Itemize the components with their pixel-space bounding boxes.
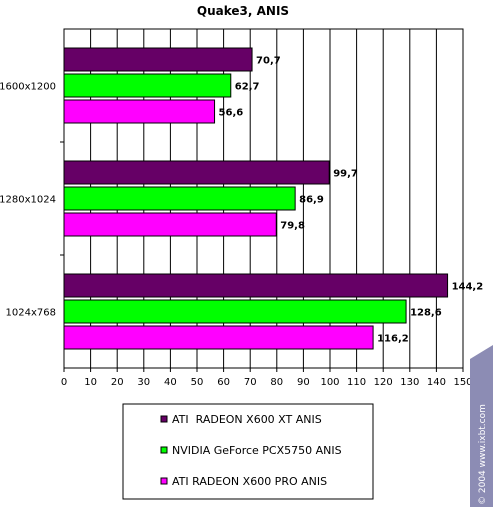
bar bbox=[63, 212, 277, 237]
legend-swatch bbox=[160, 477, 168, 485]
x-tick-label: 40 bbox=[164, 377, 177, 388]
legend-label: ATI RADEON X600 PRO ANIS bbox=[172, 475, 327, 488]
data-label: 144,2 bbox=[452, 282, 484, 293]
x-tick-label: 130 bbox=[400, 377, 419, 388]
category-label: 1600x1200 bbox=[0, 82, 56, 93]
data-label: 56,6 bbox=[219, 108, 244, 119]
x-tick-label: 80 bbox=[270, 377, 283, 388]
category-label: 1024x768 bbox=[6, 308, 56, 319]
data-label: 128,6 bbox=[410, 308, 442, 319]
data-label: 62,7 bbox=[235, 82, 260, 93]
bars: 70,7 62,7 56,6 99,7 86,9 79,8 144,2 128,6 116,2 bbox=[63, 47, 484, 350]
y-axis: 1600x1200 1280x1024 1024x768 bbox=[0, 82, 64, 319]
x-tick-label: 120 bbox=[374, 377, 393, 388]
legend-swatch bbox=[160, 446, 168, 454]
x-tick-label: 70 bbox=[244, 377, 257, 388]
x-tick-label: 20 bbox=[111, 377, 124, 388]
bar bbox=[63, 73, 232, 98]
data-label: 99,7 bbox=[333, 169, 358, 180]
bar bbox=[63, 99, 216, 124]
bar bbox=[63, 299, 407, 324]
category-label: 1280x1024 bbox=[0, 195, 56, 206]
x-tick-label: 110 bbox=[347, 377, 366, 388]
x-tick-label: 140 bbox=[427, 377, 446, 388]
data-label: 116,2 bbox=[377, 334, 409, 345]
x-tick-label: 50 bbox=[191, 377, 204, 388]
watermark-text: © 2004 www.ixbt.com bbox=[478, 404, 488, 505]
legend-swatch bbox=[160, 415, 168, 423]
bar bbox=[63, 325, 374, 350]
data-label: 86,9 bbox=[299, 195, 324, 206]
legend: ATI RADEON X600 XT ANIS NVIDIA GeForce PC… bbox=[122, 403, 374, 500]
data-label: 79,8 bbox=[280, 221, 305, 232]
chart-title: Quake3, ANIS bbox=[197, 4, 289, 18]
x-tick-label: 90 bbox=[297, 377, 310, 388]
x-tick-label: 100 bbox=[320, 377, 339, 388]
x-tick-label: 150 bbox=[453, 377, 472, 388]
bar bbox=[63, 273, 449, 298]
x-tick-label: 30 bbox=[137, 377, 150, 388]
legend-label: NVIDIA GeForce PCX5750 ANIS bbox=[172, 444, 342, 457]
bar bbox=[63, 47, 253, 72]
x-tick-label: 10 bbox=[84, 377, 97, 388]
x-axis: 0 10 20 30 40 50 60 70 80 90 100 110 120 130 140 150 bbox=[61, 368, 473, 388]
bar bbox=[63, 186, 296, 211]
x-tick-label: 0 bbox=[61, 377, 67, 388]
bar bbox=[63, 160, 330, 185]
x-tick-label: 60 bbox=[217, 377, 230, 388]
legend-label: ATI RADEON X600 XT ANIS bbox=[172, 413, 322, 426]
data-label: 70,7 bbox=[256, 56, 281, 67]
watermark-ribbon bbox=[470, 345, 493, 507]
watermark: © 2004 www.ixbt.com bbox=[470, 345, 493, 507]
